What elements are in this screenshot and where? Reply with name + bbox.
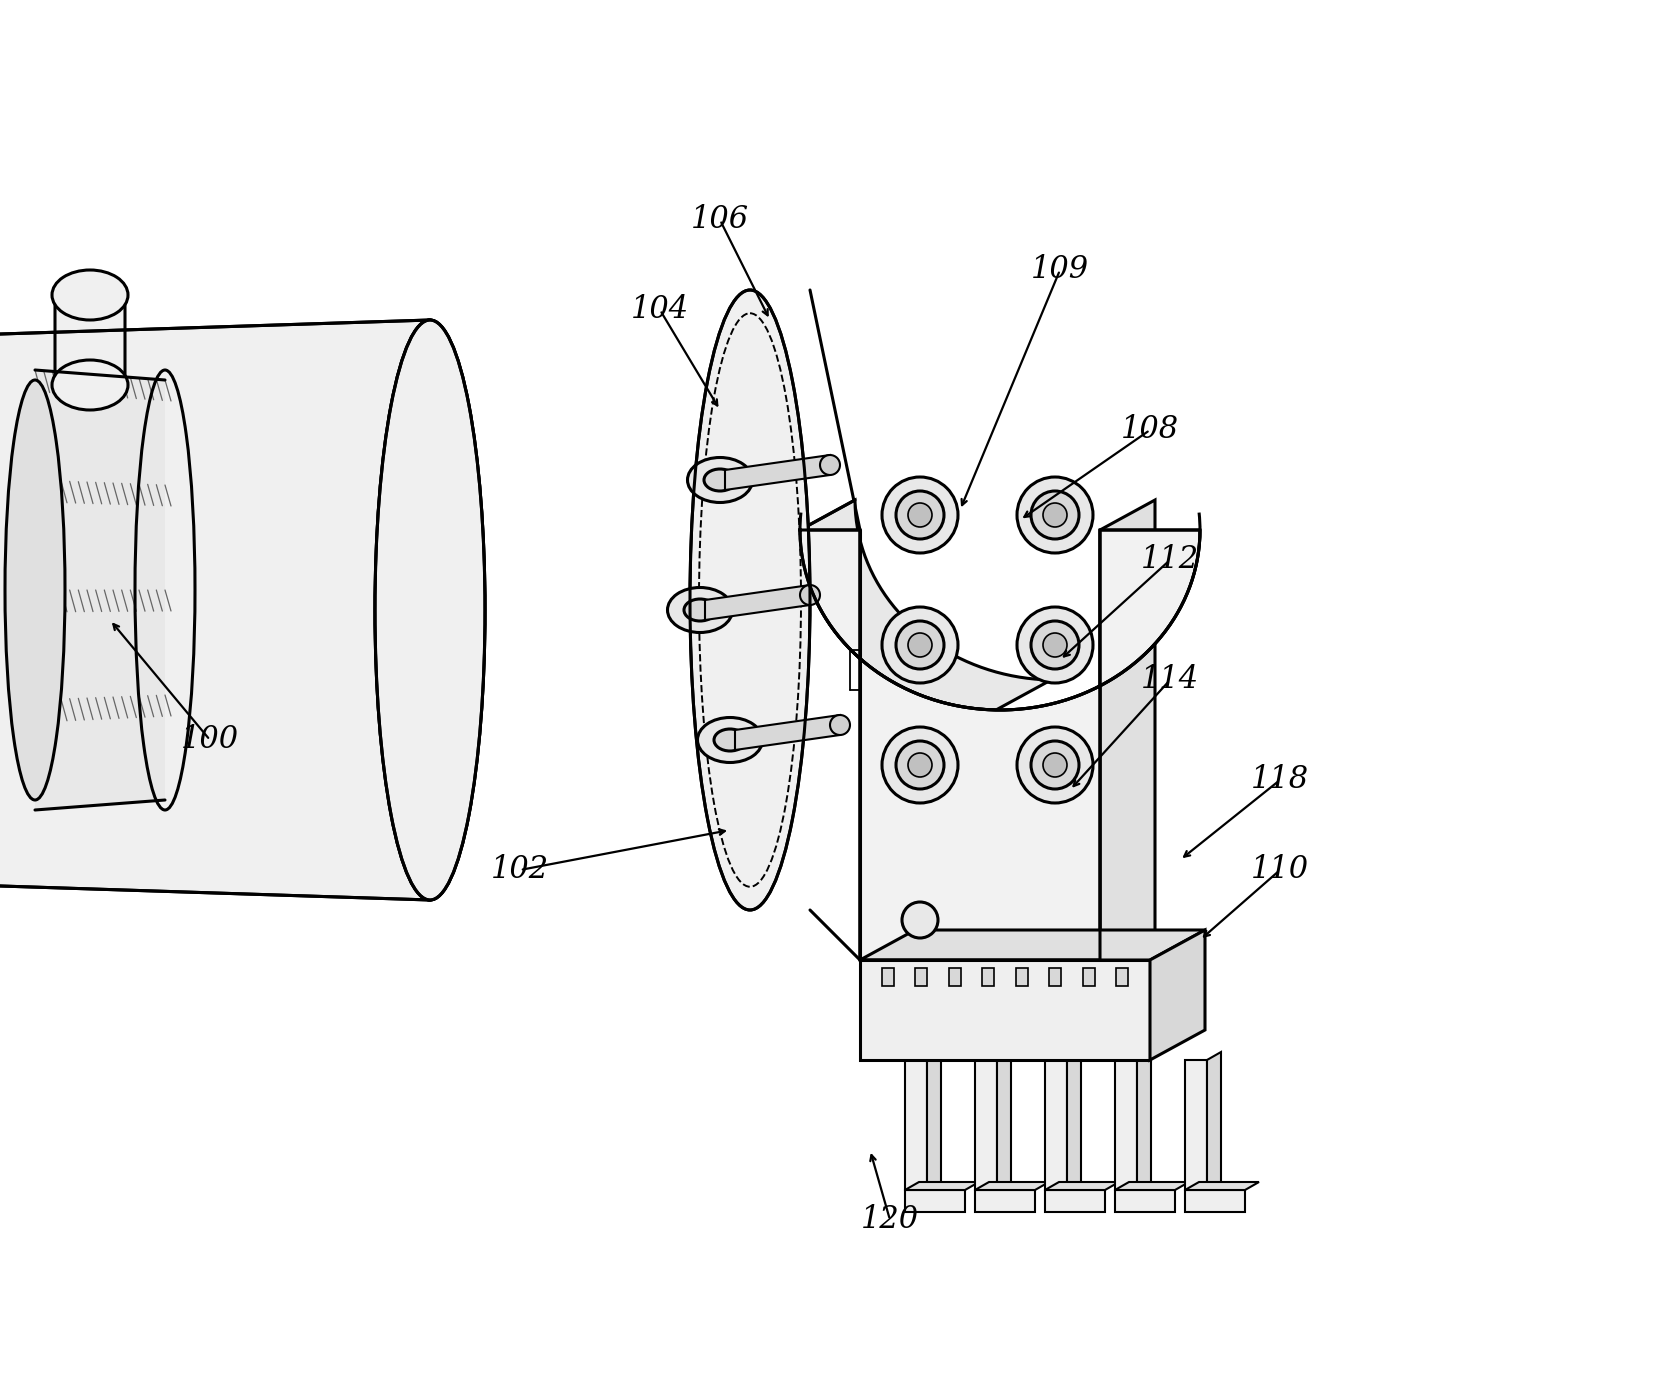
Circle shape <box>1017 607 1093 683</box>
Text: 112: 112 <box>1141 545 1198 575</box>
Polygon shape <box>975 1183 1049 1190</box>
Circle shape <box>908 753 932 777</box>
Ellipse shape <box>714 729 746 751</box>
Polygon shape <box>1099 500 1155 960</box>
Polygon shape <box>706 585 810 620</box>
Polygon shape <box>1046 1183 1120 1190</box>
Circle shape <box>882 607 959 683</box>
Circle shape <box>1017 727 1093 803</box>
Circle shape <box>908 502 932 527</box>
Ellipse shape <box>667 588 732 632</box>
Polygon shape <box>905 1190 965 1212</box>
Polygon shape <box>55 295 126 385</box>
Ellipse shape <box>52 270 127 320</box>
Polygon shape <box>1136 1052 1151 1190</box>
Polygon shape <box>1083 967 1094 985</box>
Polygon shape <box>1046 1190 1104 1212</box>
Polygon shape <box>975 1060 997 1190</box>
Circle shape <box>902 903 939 938</box>
Ellipse shape <box>820 455 840 475</box>
Polygon shape <box>997 1052 1011 1190</box>
Polygon shape <box>882 967 893 985</box>
Text: 102: 102 <box>491 854 550 886</box>
Polygon shape <box>949 967 960 985</box>
Ellipse shape <box>52 360 127 410</box>
Text: 109: 109 <box>1031 254 1089 286</box>
Polygon shape <box>1115 1190 1175 1212</box>
Ellipse shape <box>375 320 484 900</box>
Polygon shape <box>1115 1060 1136 1190</box>
Polygon shape <box>1115 1183 1188 1190</box>
Ellipse shape <box>697 718 763 763</box>
Polygon shape <box>799 530 1200 960</box>
Text: 106: 106 <box>691 204 749 236</box>
Polygon shape <box>736 715 840 749</box>
Polygon shape <box>860 960 1150 1060</box>
Polygon shape <box>1068 1052 1081 1190</box>
Polygon shape <box>1207 1052 1222 1190</box>
Text: 118: 118 <box>1250 765 1309 795</box>
Polygon shape <box>982 967 994 985</box>
Polygon shape <box>915 967 927 985</box>
Polygon shape <box>905 1060 927 1190</box>
Polygon shape <box>905 1183 979 1190</box>
Circle shape <box>1031 491 1079 540</box>
Polygon shape <box>975 1190 1036 1212</box>
Polygon shape <box>1116 967 1128 985</box>
Polygon shape <box>1185 1190 1245 1212</box>
Circle shape <box>1031 621 1079 669</box>
Circle shape <box>897 491 944 540</box>
Polygon shape <box>799 500 1051 709</box>
Polygon shape <box>1049 967 1061 985</box>
Text: 104: 104 <box>630 294 689 326</box>
Ellipse shape <box>799 585 820 604</box>
Polygon shape <box>860 930 1205 960</box>
Text: 120: 120 <box>861 1205 918 1235</box>
Ellipse shape <box>687 458 753 502</box>
Circle shape <box>897 621 944 669</box>
Polygon shape <box>0 320 431 900</box>
Text: 114: 114 <box>1141 665 1198 696</box>
Circle shape <box>882 727 959 803</box>
Polygon shape <box>1016 967 1027 985</box>
Circle shape <box>882 477 959 553</box>
Circle shape <box>1042 633 1068 657</box>
Text: 108: 108 <box>1121 414 1178 446</box>
Polygon shape <box>927 1052 940 1190</box>
Text: 110: 110 <box>1250 854 1309 886</box>
Text: 100: 100 <box>181 724 240 755</box>
Polygon shape <box>35 370 164 810</box>
Polygon shape <box>1046 1060 1068 1190</box>
Ellipse shape <box>691 290 810 909</box>
Circle shape <box>1042 502 1068 527</box>
Ellipse shape <box>830 715 850 736</box>
Polygon shape <box>1185 1060 1207 1190</box>
Circle shape <box>1042 753 1068 777</box>
Ellipse shape <box>704 469 736 491</box>
Circle shape <box>897 741 944 789</box>
Polygon shape <box>1185 1183 1259 1190</box>
Ellipse shape <box>375 320 484 900</box>
Polygon shape <box>1150 930 1205 1060</box>
Circle shape <box>908 633 932 657</box>
Ellipse shape <box>684 599 716 621</box>
Circle shape <box>1017 477 1093 553</box>
Polygon shape <box>726 455 830 490</box>
Ellipse shape <box>5 380 65 800</box>
Circle shape <box>1031 741 1079 789</box>
